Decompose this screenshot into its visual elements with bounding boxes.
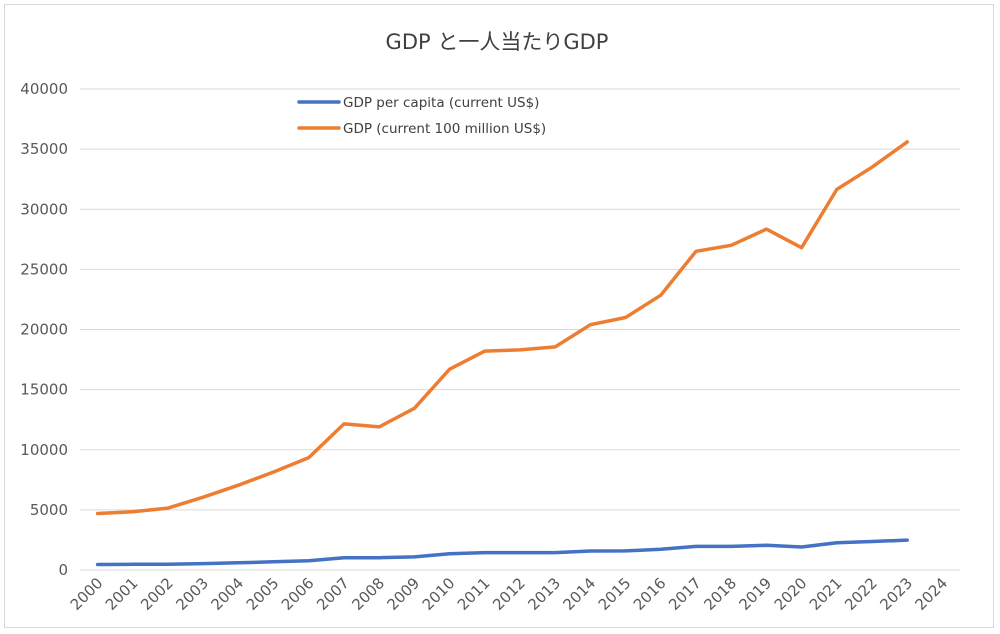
chart-title: GDP と一人当たりGDP (386, 30, 609, 54)
x-tick-label: 2016 (630, 574, 670, 614)
series-line-gdp-per-capita (95, 538, 909, 567)
legend: GDP per capita (current US$) GDP (curren… (297, 95, 546, 137)
series-lines (95, 140, 909, 567)
y-tick-label: 10000 (20, 441, 68, 459)
x-tick-label: 2019 (735, 574, 775, 614)
x-tick-label: 2003 (172, 574, 212, 614)
x-tick-label: 2015 (595, 574, 635, 614)
x-tick-label: 2010 (419, 574, 459, 614)
x-tick-label: 2018 (700, 574, 740, 614)
y-axis-ticks: 0 5000 10000 15000 20000 25000 30000 35000 40000 (20, 80, 68, 579)
line-chart: GDP と一人当たりGDP 0 5000 10000 15000 20000 25000 3… (20, 30, 960, 614)
legend-item-gdp-per-capita: GDP per capita (current US$) (297, 95, 539, 111)
x-tick-label: 2020 (771, 574, 811, 614)
y-tick-label: 15000 (20, 381, 68, 399)
x-tick-label: 2002 (137, 574, 177, 614)
x-tick-label: 2023 (876, 574, 916, 614)
series-line-gdp (95, 140, 909, 516)
legend-item-gdp: GDP (current 100 million US$) (297, 121, 546, 137)
x-tick-label: 2008 (348, 574, 388, 614)
y-tick-label: 0 (58, 561, 68, 579)
x-tick-label: 2011 (454, 574, 494, 614)
x-axis-ticks: 2000200120022003200420052006200720082009… (67, 574, 952, 614)
y-tick-label: 30000 (20, 200, 68, 218)
x-tick-label: 2007 (313, 574, 353, 614)
x-tick-label: 2013 (524, 574, 564, 614)
x-tick-label: 2000 (67, 574, 107, 614)
x-tick-label: 2014 (559, 574, 599, 614)
x-tick-label: 2006 (278, 574, 318, 614)
chart-frame: GDP と一人当たりGDP 0 5000 10000 15000 20000 25000 3… (4, 4, 994, 628)
x-tick-label: 2012 (489, 574, 529, 614)
y-tick-label: 5000 (30, 501, 68, 519)
x-tick-label: 2009 (383, 574, 423, 614)
x-tick-label: 2024 (911, 574, 951, 614)
x-tick-label: 2001 (102, 574, 142, 614)
y-tick-label: 40000 (20, 80, 68, 98)
x-tick-label: 2022 (841, 574, 881, 614)
legend-label-gdp: GDP (current 100 million US$) (343, 121, 546, 137)
grid-lines (80, 88, 960, 571)
y-tick-label: 35000 (20, 140, 68, 158)
x-tick-label: 2021 (806, 574, 846, 614)
x-tick-label: 2017 (665, 574, 705, 614)
x-tick-label: 2004 (207, 574, 247, 614)
x-tick-label: 2005 (243, 574, 283, 614)
y-tick-label: 25000 (20, 260, 68, 278)
legend-label-gdp-per-capita: GDP per capita (current US$) (343, 95, 539, 111)
y-tick-label: 20000 (20, 321, 68, 339)
